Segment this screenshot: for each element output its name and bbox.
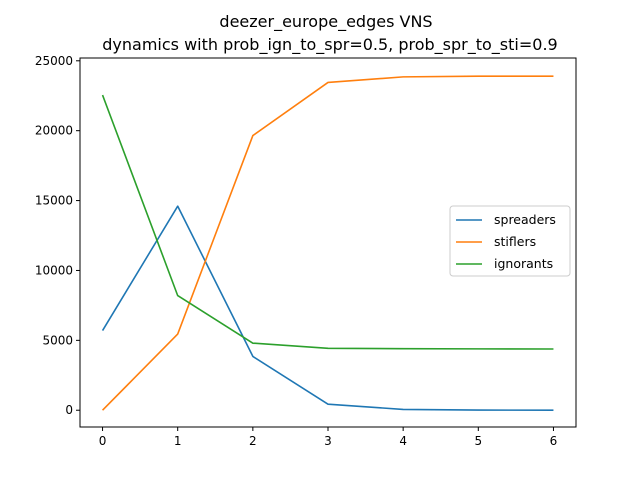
y-axis: 0 5000 10000 15000 20000 25000 <box>35 54 80 417</box>
series-line-stiflers <box>101 75 554 411</box>
x-tick-label: 2 <box>249 434 257 448</box>
chart-title-line1: deezer_europe_edges VNS <box>219 12 432 32</box>
x-tick-label: 4 <box>399 434 407 448</box>
legend-label-spreaders: spreaders <box>494 212 556 227</box>
y-tick-label: 0 <box>65 403 73 417</box>
x-axis: 0 1 2 3 4 5 6 <box>99 427 558 448</box>
y-tick-label: 20000 <box>35 124 73 138</box>
legend-label-stiflers: stiflers <box>494 234 536 249</box>
y-tick-label: 25000 <box>35 54 73 68</box>
legend: spreaders stiflers ignorants <box>449 205 571 277</box>
legend-box <box>449 205 571 277</box>
y-tick-label: 5000 <box>42 333 73 347</box>
x-tick-label: 0 <box>99 434 107 448</box>
x-tick-label: 5 <box>474 434 482 448</box>
series-lines <box>101 75 554 411</box>
y-tick-label: 15000 <box>35 194 73 208</box>
x-tick-label: 1 <box>174 434 182 448</box>
series-line-spreaders <box>101 205 554 411</box>
x-tick-label: 6 <box>550 434 558 448</box>
x-tick-label: 3 <box>324 434 332 448</box>
chart-title-line2: dynamics with prob_ign_to_spr=0.5, prob_… <box>102 35 557 55</box>
y-tick-label: 10000 <box>35 263 73 277</box>
legend-label-ignorants: ignorants <box>494 256 553 271</box>
series-line-ignorants <box>101 94 554 350</box>
